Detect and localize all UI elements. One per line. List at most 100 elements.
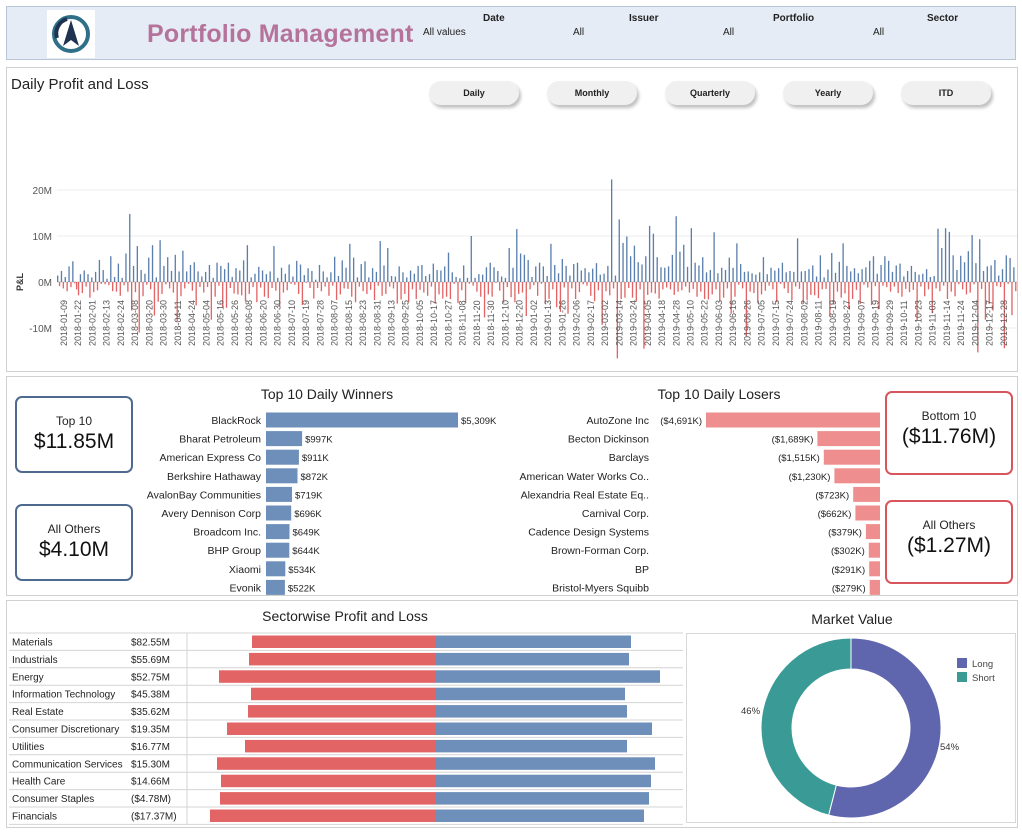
pnl-bar — [851, 282, 854, 300]
pnl-bar — [688, 282, 691, 293]
pnl-bar — [426, 282, 429, 296]
kpi-top10: Top 10 $11.85M — [15, 396, 133, 473]
pnl-bar — [510, 282, 512, 298]
pnl-bar — [373, 282, 376, 300]
pnl-bar — [696, 282, 698, 297]
x-tick-label: 2019-03-14 — [614, 300, 624, 346]
filter-value[interactable]: All — [873, 27, 885, 38]
pnl-bar — [246, 245, 249, 282]
pnl-bar — [351, 282, 353, 297]
pnl-bar — [275, 282, 277, 291]
loser-value-label: ($302K) — [831, 546, 865, 557]
pnl-bar — [779, 282, 782, 284]
pnl-bar — [762, 257, 765, 282]
winner-bar — [266, 449, 299, 465]
pnl-bar — [880, 264, 882, 282]
x-tick-label: 2018-04-11 — [173, 300, 183, 345]
monthly-button[interactable]: Monthly — [547, 81, 637, 105]
pnl-bar — [698, 265, 700, 282]
pnl-bar — [595, 263, 598, 282]
loser-bar — [834, 468, 880, 484]
pnl-bar — [495, 282, 497, 283]
loser-name: Cadence Design Systems — [528, 527, 649, 539]
logo — [47, 10, 95, 58]
sector-net-value: $55.69M — [131, 655, 170, 666]
pnl-bar — [656, 257, 658, 282]
pnl-bar — [222, 282, 224, 308]
pnl-bar — [527, 259, 529, 282]
pnl-bar — [125, 253, 127, 282]
pnl-bar — [550, 243, 552, 282]
pnl-bar — [648, 225, 651, 282]
pnl-bar — [453, 282, 455, 284]
pnl-bar — [398, 266, 400, 282]
pnl-bar — [996, 282, 998, 287]
pnl-bar — [161, 282, 163, 294]
daily-button[interactable]: Daily — [429, 81, 519, 105]
pnl-bar — [98, 259, 101, 282]
quarterly-button[interactable]: Quarterly — [665, 81, 755, 105]
itd-button[interactable]: ITD — [901, 81, 991, 105]
pnl-bar — [819, 255, 822, 282]
pnl-bar — [499, 282, 501, 291]
pnl-bar — [842, 243, 844, 282]
filter-value[interactable]: All — [723, 27, 735, 38]
x-tick-label: 2019-01-02 — [529, 300, 539, 346]
pnl-bar — [463, 265, 465, 282]
pnl-bar — [392, 282, 395, 289]
pnl-bar — [239, 270, 241, 282]
x-tick-label: 2019-12-28 — [999, 300, 1009, 346]
pnl-bar — [364, 261, 366, 282]
x-tick-label: 2018-08-31 — [372, 300, 382, 346]
pnl-bar — [971, 235, 973, 282]
pnl-bar — [834, 272, 837, 282]
pnl-bar — [360, 264, 362, 282]
kpi-losers-others-label: All Others — [922, 518, 976, 532]
pnl-bar — [170, 270, 173, 282]
pnl-bar — [461, 282, 463, 291]
winner-name: American Express Co — [159, 452, 261, 464]
filter-value[interactable]: All — [573, 27, 585, 38]
loser-name: American Water Works Co.. — [519, 471, 649, 483]
daily-pnl-panel: Daily Profit and Loss Daily Monthly Quar… — [6, 67, 1018, 372]
pnl-bar — [631, 282, 634, 298]
pnl-bar — [806, 282, 808, 300]
pnl-bar — [330, 272, 332, 282]
filter-value[interactable]: All values — [423, 27, 466, 38]
pnl-bar — [212, 277, 214, 282]
pnl-bar — [918, 274, 920, 282]
winner-value-label: $644K — [292, 546, 320, 557]
sector-panel: Sectorwise Profit and Loss Materials $82.… — [6, 600, 1018, 828]
pnl-bar — [838, 261, 840, 282]
winner-bar — [266, 486, 292, 502]
loser-value-label: ($279K) — [832, 583, 866, 594]
pnl-bar — [241, 282, 243, 296]
pnl-bar — [216, 262, 218, 282]
pnl-bar — [815, 276, 818, 282]
pnl-bar — [878, 282, 880, 310]
pnl-bar — [218, 282, 220, 286]
pnl-bar — [252, 282, 254, 288]
pnl-bar — [637, 262, 639, 282]
pnl-bar — [654, 282, 656, 294]
pnl-bar — [992, 282, 994, 311]
market-value-chart: 54% 46% Long Short — [741, 637, 995, 819]
pnl-bar — [722, 282, 725, 298]
pnl-bar — [700, 282, 702, 292]
pnl-bar — [960, 255, 962, 282]
pnl-bar — [683, 244, 685, 282]
pnl-bar — [673, 282, 675, 295]
pnl-bar — [85, 282, 87, 287]
yearly-button[interactable]: Yearly — [783, 81, 873, 105]
pnl-bar — [72, 261, 74, 282]
pnl-bar — [956, 270, 958, 282]
pnl-bar — [523, 254, 526, 282]
pnl-bar — [580, 270, 582, 282]
donut-label-short: 46% — [741, 706, 761, 717]
pnl-bar — [451, 272, 453, 282]
pnl-bar — [741, 282, 744, 289]
sector-net-value: ($17.37M) — [131, 812, 177, 823]
pnl-bar — [229, 282, 231, 288]
pnl-bar — [810, 282, 812, 295]
x-tick-label: 2018-07-28 — [315, 300, 325, 346]
